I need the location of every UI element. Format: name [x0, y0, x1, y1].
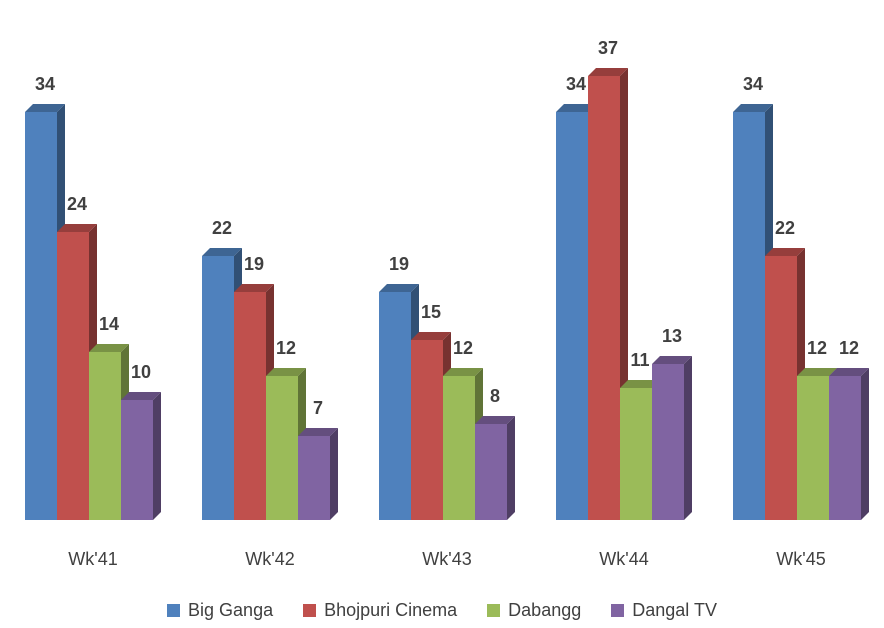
- bar-dangal-tv-wk-42: [298, 428, 338, 520]
- bar-bhojpuri-cinema-wk-42: [234, 284, 274, 520]
- x-tick-wk-43: Wk'43: [422, 549, 471, 569]
- x-tick-wk-45: Wk'45: [776, 549, 825, 569]
- x-tick-wk-44: Wk'44: [599, 549, 648, 569]
- x-tick-wk-42: Wk'42: [245, 549, 294, 569]
- data-label-dangal-tv-wk-42: 7: [313, 398, 323, 418]
- legend-swatch-dabangg: [487, 604, 501, 617]
- bars-layer: [25, 68, 869, 520]
- data-label-bhojpuri-cinema-wk-43: 15: [421, 302, 441, 322]
- data-label-dabangg-wk-44: 11: [630, 350, 649, 370]
- data-label-bhojpuri-cinema-wk-44: 37: [598, 38, 618, 58]
- legend-item-dabangg: Dabangg: [487, 600, 581, 621]
- data-label-dabangg-wk-43: 12: [453, 338, 473, 358]
- data-label-big-ganga-wk-44: 34: [566, 74, 586, 94]
- legend-item-dangal-tv: Dangal TV: [611, 600, 717, 621]
- data-label-bhojpuri-cinema-wk-41: 24: [67, 194, 87, 214]
- legend-item-big-ganga: Big Ganga: [167, 600, 273, 621]
- data-label-dangal-tv-wk-44: 13: [662, 326, 682, 346]
- data-label-dabangg-wk-45: 12: [807, 338, 827, 358]
- bar-dabangg-wk-44: [620, 380, 660, 520]
- legend-swatch-dangal-tv: [611, 604, 625, 617]
- x-axis-ticks: Wk'41 Wk'42 Wk'43 Wk'44 Wk'45: [68, 549, 825, 569]
- data-label-dangal-tv-wk-45: 12: [839, 338, 859, 358]
- bar-dangal-tv-wk-44: [652, 356, 692, 520]
- bar-big-ganga-wk-43: [379, 284, 419, 520]
- bar-dangal-tv-wk-43: [475, 416, 515, 520]
- legend-swatch-big-ganga: [167, 604, 181, 617]
- legend-label-dabangg: Dabangg: [508, 600, 582, 620]
- data-label-big-ganga-wk-41: 34: [35, 74, 55, 94]
- data-label-big-ganga-wk-42: 22: [212, 218, 232, 238]
- data-label-big-ganga-wk-43: 19: [389, 254, 409, 274]
- legend-label-big-ganga: Big Ganga: [188, 600, 274, 620]
- x-tick-wk-41: Wk'41: [68, 549, 117, 569]
- data-label-bhojpuri-cinema-wk-42: 19: [244, 254, 264, 274]
- data-label-bhojpuri-cinema-wk-45: 22: [775, 218, 795, 238]
- legend-item-bhojpuri-cinema: Bhojpuri Cinema: [303, 600, 457, 621]
- legend-label-dangal-tv: Dangal TV: [632, 600, 717, 620]
- data-label-big-ganga-wk-45: 34: [743, 74, 763, 94]
- legend: Big Ganga Bhojpuri Cinema Dabangg Dangal TV: [0, 600, 884, 621]
- data-label-dabangg-wk-41: 14: [99, 314, 119, 334]
- bar-dangal-tv-wk-45: [829, 368, 869, 520]
- bar-dangal-tv-wk-41: [121, 392, 161, 520]
- legend-swatch-bhojpuri-cinema: [303, 604, 317, 617]
- data-label-dabangg-wk-42: 12: [276, 338, 296, 358]
- data-label-dangal-tv-wk-41: 10: [131, 362, 151, 382]
- data-labels-layer: 34 24 14 10 22 19 12 7 19 15 12 8 34 37 11 13 34 22 12 12: [35, 38, 859, 418]
- legend-label-bhojpuri-cinema: Bhojpuri Cinema: [324, 600, 458, 620]
- bar-bhojpuri-cinema-wk-44: [588, 68, 628, 520]
- data-label-dangal-tv-wk-43: 8: [490, 386, 500, 406]
